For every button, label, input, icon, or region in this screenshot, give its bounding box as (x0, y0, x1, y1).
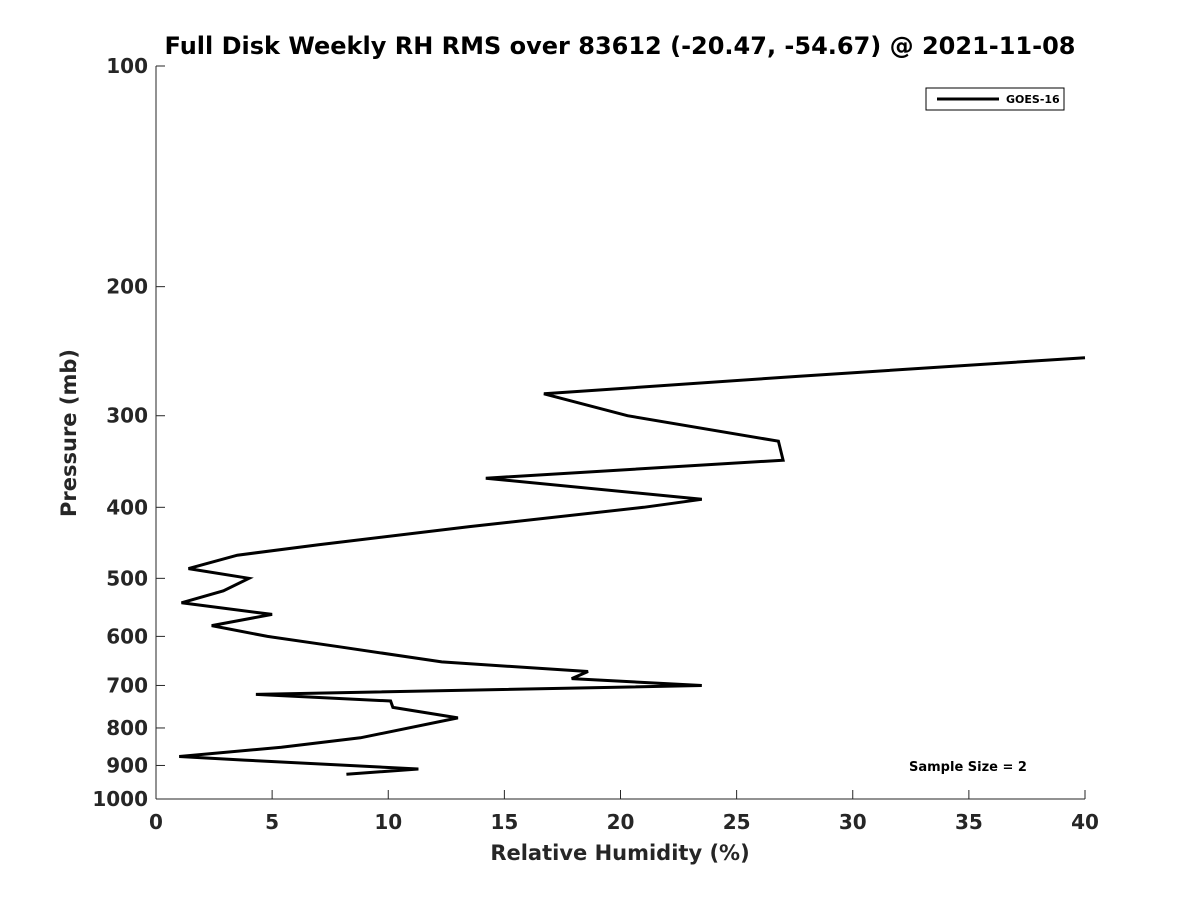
series-line-goes-16 (179, 356, 1086, 776)
x-tick-label: 25 (723, 810, 751, 834)
x-axis-label: Relative Humidity (%) (490, 841, 749, 865)
y-axis-label: Pressure (mb) (57, 349, 81, 517)
chart-title: Full Disk Weekly RH RMS over 83612 (-20.… (165, 32, 1076, 60)
y-tick-label: 600 (106, 624, 148, 648)
y-tick-label: 800 (106, 716, 148, 740)
series-layer (179, 356, 1086, 776)
y-tick-label: 200 (106, 275, 148, 299)
x-tick-label: 30 (839, 810, 867, 834)
x-tick-label: 40 (1071, 810, 1099, 834)
x-tick-label: 35 (955, 810, 983, 834)
y-tick-label: 500 (106, 566, 148, 590)
y-tick-label: 400 (106, 495, 148, 519)
plot-axes (155, 66, 1085, 800)
x-tick-label: 20 (607, 810, 635, 834)
y-tick-label: 700 (106, 673, 148, 697)
sample-size-annotation: Sample Size = 2 (909, 760, 1027, 775)
y-tick-label: 100 (106, 54, 148, 78)
y-tick-label: 900 (106, 753, 148, 777)
legend-label-goes-16: GOES-16 (1006, 93, 1060, 106)
x-tick-label: 5 (265, 810, 279, 834)
x-tick-label: 10 (374, 810, 402, 834)
x-tick-label: 15 (490, 810, 518, 834)
y-axis-ticks: 100 200 300 400 500 600 700 800 900 1000 (92, 54, 165, 811)
x-tick-label: 0 (149, 810, 163, 834)
y-tick-label: 1000 (92, 787, 148, 811)
x-axis-ticks: 0 5 10 15 20 25 30 35 40 (149, 790, 1099, 834)
legend: GOES-16 (925, 87, 1065, 111)
y-tick-label: 300 (106, 404, 148, 428)
